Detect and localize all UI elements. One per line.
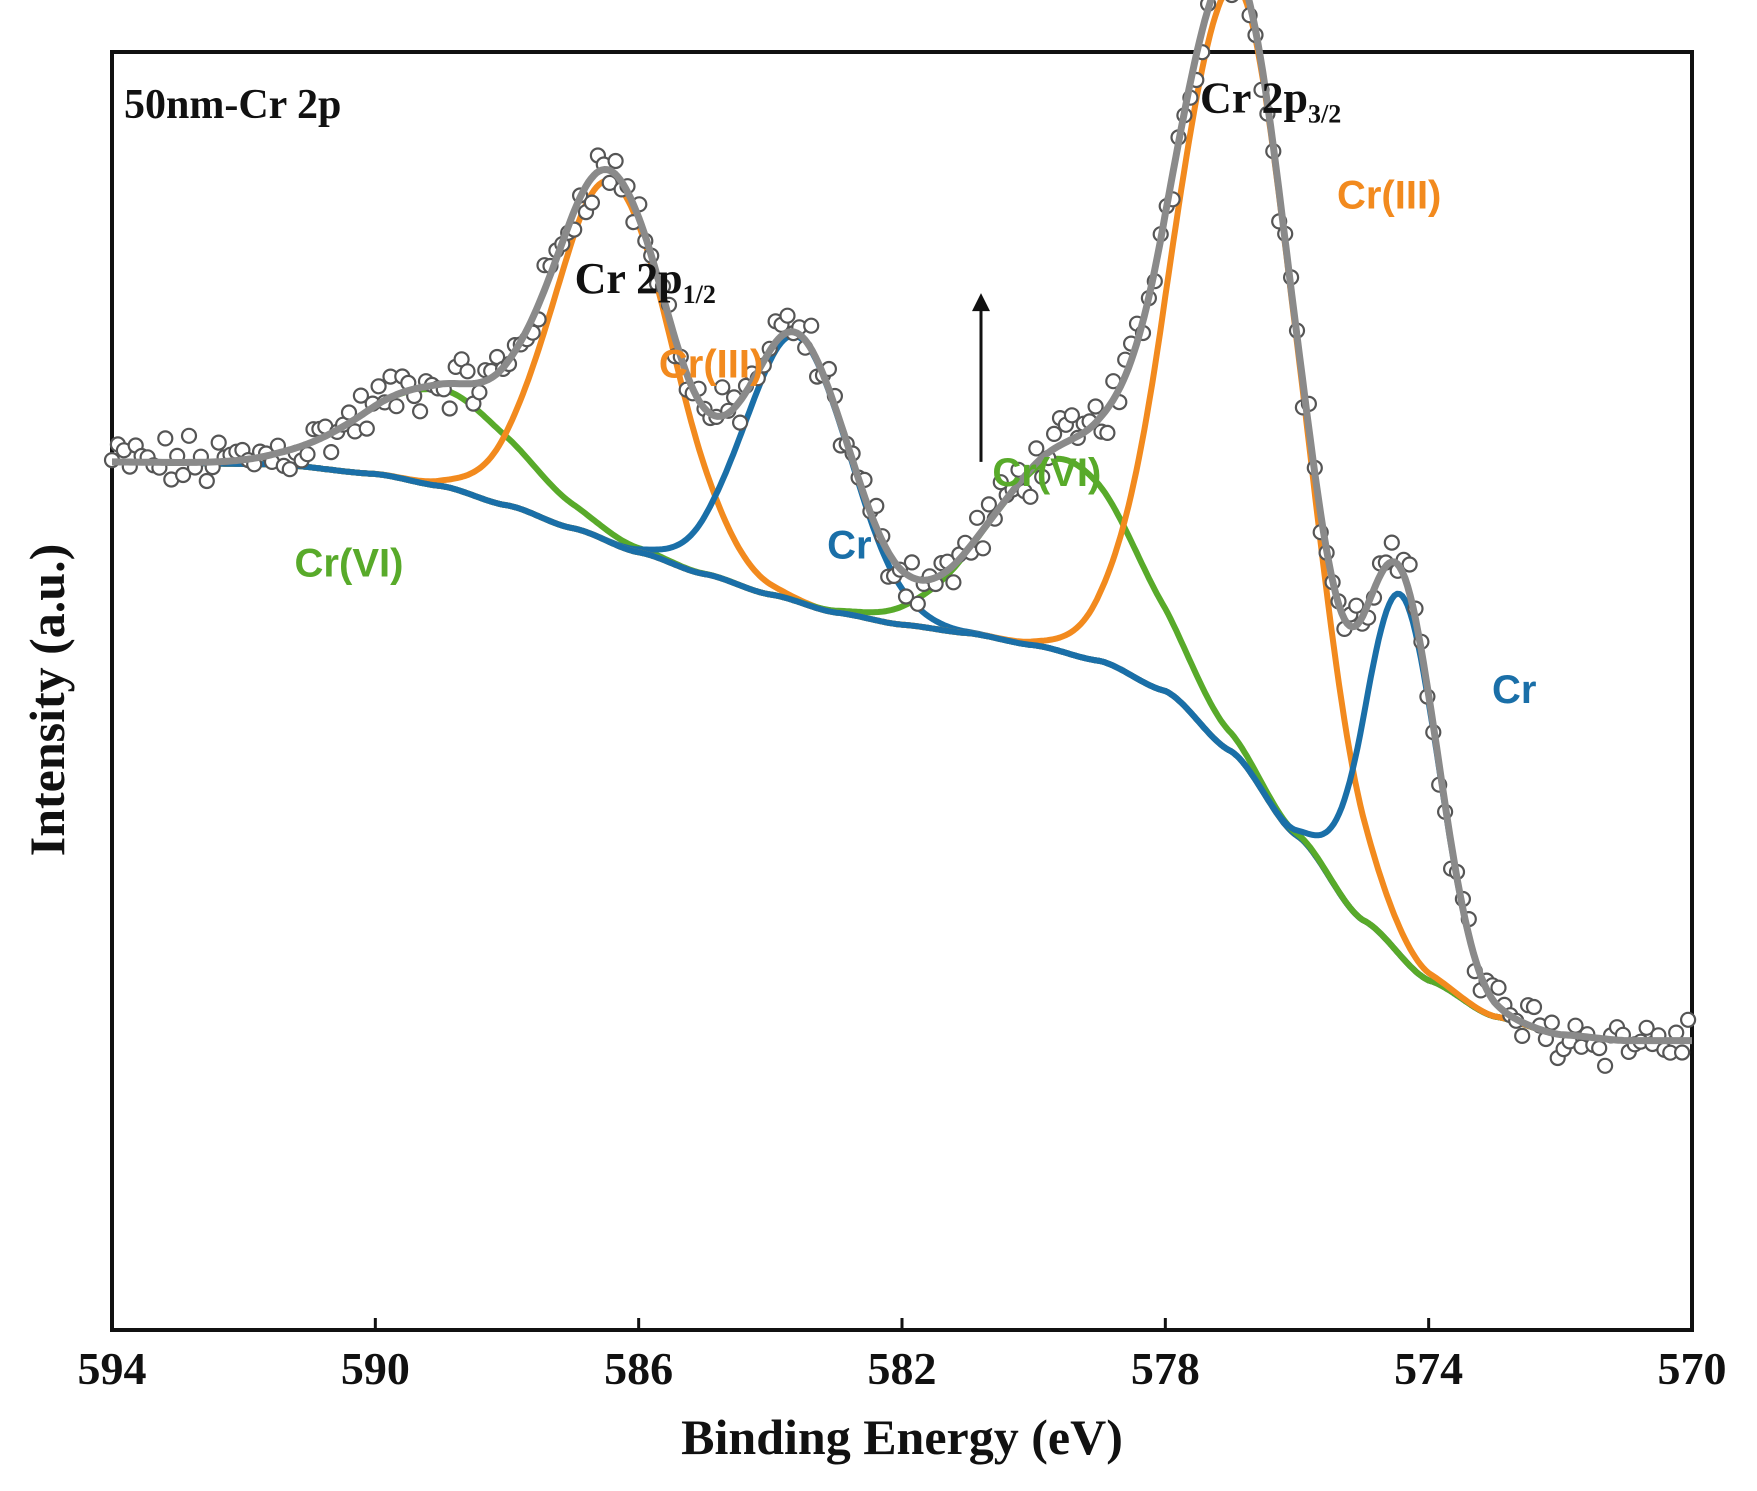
data-point: [909, 595, 926, 612]
data-point: [441, 400, 458, 417]
label-text: Cr: [827, 523, 871, 567]
y-axis-title: Intensity (a.u.): [19, 544, 75, 857]
label-text: Cr 2p: [575, 254, 683, 303]
data-point: [607, 152, 624, 170]
data-point: [281, 461, 298, 478]
data-point: [945, 574, 962, 591]
data-point: [1010, 461, 1027, 478]
x-axis-title: Binding Energy (eV): [681, 1409, 1123, 1465]
data-point: [1596, 1057, 1614, 1074]
label-text: Cr(III): [659, 343, 763, 387]
panel-title: 50nm-Cr 2p: [124, 82, 341, 128]
x-tick-label: 582: [868, 1343, 937, 1394]
data-point: [1514, 1027, 1531, 1045]
annotations-layer: Cr 2p1/2Cr 2p3/2Cr(III)Cr(III)Cr(VI)Cr(V…: [295, 73, 1537, 712]
data-points-layer: [103, 0, 1697, 1074]
label-text: Cr: [1492, 668, 1536, 712]
data-point: [1045, 425, 1063, 442]
data-point: [358, 420, 375, 437]
component-label: Cr(III): [1337, 174, 1441, 218]
data-point: [903, 554, 921, 571]
arrow-head: [972, 293, 990, 312]
data-point: [1087, 398, 1104, 415]
peak-label: Cr 2p3/2: [1200, 73, 1341, 128]
component-label: Cr: [1492, 668, 1536, 712]
x-tick-label: 590: [341, 1343, 410, 1394]
data-point: [1525, 998, 1543, 1016]
component-label: Cr: [827, 523, 871, 567]
data-point: [352, 387, 369, 404]
data-point: [370, 378, 387, 395]
data-point: [1034, 468, 1051, 485]
data-point: [180, 427, 198, 444]
data-point: [175, 466, 192, 484]
label-text: Cr(VI): [992, 451, 1101, 495]
data-point: [412, 403, 429, 420]
data-point: [583, 194, 601, 211]
label-text: Cr 2p: [1200, 73, 1308, 122]
data-point: [1638, 1019, 1655, 1036]
data-point: [1543, 1014, 1560, 1031]
data-point: [157, 430, 174, 447]
data-point: [1348, 597, 1365, 614]
data-point: [968, 509, 986, 526]
data-point: [459, 363, 476, 380]
data-point: [714, 379, 731, 396]
data-point: [1022, 488, 1039, 505]
data-point: [1673, 1044, 1691, 1061]
component-label: Cr(VI): [295, 541, 404, 585]
x-tick-label: 594: [78, 1343, 147, 1394]
x-tick-label: 570: [1658, 1343, 1727, 1394]
x-tick-label: 578: [1131, 1343, 1200, 1394]
data-point: [601, 174, 618, 191]
component-label: Cr(III): [659, 343, 763, 387]
data-point: [1225, 0, 1239, 4]
data-point: [1383, 534, 1400, 551]
data-point: [1490, 979, 1507, 996]
data-point: [1401, 556, 1418, 573]
data-point: [980, 496, 998, 513]
data-point: [731, 414, 749, 431]
data-point: [1063, 407, 1081, 424]
component-label: Cr(VI): [992, 451, 1101, 495]
data-point: [1099, 424, 1116, 441]
data-point: [1028, 440, 1045, 457]
label-text: Cr(III): [1337, 174, 1441, 218]
data-point: [779, 307, 796, 324]
data-point: [198, 472, 215, 490]
envelope-layer: [111, 0, 1693, 1045]
data-point: [323, 444, 340, 461]
peak-label: Cr 2p1/2: [575, 254, 716, 309]
data-point: [1591, 1039, 1608, 1057]
data-point: [388, 398, 405, 415]
label-subscript: 1/2: [683, 280, 716, 309]
plot-frame: [110, 50, 1694, 1332]
x-tick-label: 586: [604, 1343, 673, 1394]
label-subscript: 3/2: [1308, 99, 1341, 128]
label-text: Cr(VI): [295, 541, 404, 585]
data-point: [992, 474, 1009, 491]
data-point: [1679, 1011, 1697, 1028]
component-line-criii-2p1-2: [111, 177, 1693, 1044]
data-point: [471, 384, 488, 401]
data-point: [803, 317, 820, 334]
data-point: [210, 434, 227, 451]
data-point: [974, 540, 992, 557]
x-tick-label: 574: [1394, 1343, 1463, 1394]
envelope-fit-line: [111, 0, 1693, 1045]
x-axis-ticks: 594 590 586 582 578 574 570: [78, 1318, 1727, 1394]
component-line-crvi-2p1-2: [111, 386, 1693, 1044]
data-point: [897, 588, 915, 605]
component-line-cr-2p1-2: [111, 332, 1693, 1044]
